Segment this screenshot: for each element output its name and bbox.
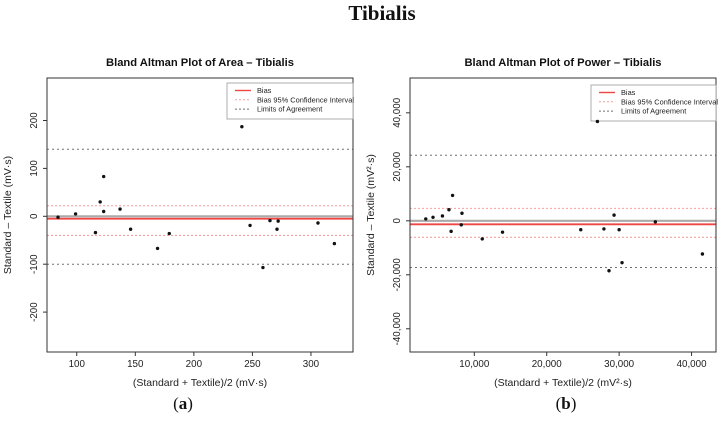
data-point xyxy=(431,215,435,219)
data-point xyxy=(480,237,484,241)
data-point xyxy=(128,227,133,231)
y-tick-label: 0 xyxy=(392,218,403,224)
data-point xyxy=(602,227,606,231)
y-tick-label: 200 xyxy=(29,112,40,129)
data-point xyxy=(449,229,453,234)
data-point xyxy=(93,230,98,235)
legend-label: Bias xyxy=(257,86,272,95)
x-tick-label: 100 xyxy=(69,359,86,370)
data-point xyxy=(607,269,611,273)
plot-border xyxy=(46,77,354,353)
data-point xyxy=(332,241,337,246)
data-point xyxy=(316,221,320,225)
caption-paren: ) xyxy=(570,394,577,413)
data-point xyxy=(440,214,445,218)
data-point xyxy=(276,219,280,223)
data-point xyxy=(459,223,463,227)
legend-box xyxy=(590,84,717,122)
y-axis-label: Standard – Textile (mV·s) xyxy=(2,156,14,274)
caption-paren: ) xyxy=(187,394,193,413)
legend-label: Bias xyxy=(621,88,636,97)
bland-altman-panel-b: Bland Altman Plot of Power – Tibialis 10,… xyxy=(365,57,718,389)
data-point xyxy=(447,208,451,212)
data-point xyxy=(617,228,621,232)
data-point xyxy=(101,209,106,214)
x-tick-label: 10,000 xyxy=(459,359,490,370)
caption-paren: ( xyxy=(555,394,562,413)
y-tick-label: -200 xyxy=(29,302,40,322)
data-point xyxy=(56,215,60,219)
caption-paren: ( xyxy=(173,394,179,413)
y-axis-label: Standard – Textile (mV²·s) xyxy=(365,154,377,276)
data-point xyxy=(240,125,244,129)
x-tick-label: 30,000 xyxy=(604,359,635,370)
legend-label: Bias 95% Confidence Interval xyxy=(621,97,718,106)
y-tick-label: -40,000 xyxy=(392,312,403,346)
data-point xyxy=(268,218,272,223)
data-point xyxy=(155,246,160,251)
data-point xyxy=(620,260,624,265)
bland-altman-panel-a: Bland Altman Plot of Area – Tibialis 100 1… xyxy=(2,57,354,389)
subfigure-caption-b: (b) xyxy=(556,394,577,414)
plot-border xyxy=(409,77,717,353)
data-point xyxy=(261,265,265,270)
data-point xyxy=(460,211,464,215)
data-point xyxy=(579,228,583,232)
data-point xyxy=(73,212,78,216)
y-tick-label: -100 xyxy=(29,254,40,274)
data-point xyxy=(248,223,252,228)
plot-title: Bland Altman Plot of Area – Tibialis xyxy=(106,57,294,69)
x-axis-label: (Standard + Textile)/2 (mV²·s) xyxy=(494,377,632,389)
x-tick-label: 150 xyxy=(127,359,144,370)
x-tick-label: 250 xyxy=(244,359,261,370)
legend-label: Limits of Agreement xyxy=(257,105,322,114)
x-tick-label: 40,000 xyxy=(677,359,708,370)
y-tick-label: 20,000 xyxy=(392,151,403,182)
data-point xyxy=(98,200,102,204)
y-tick-label: 100 xyxy=(29,160,40,177)
data-point xyxy=(612,213,616,217)
x-tick-label: 20,000 xyxy=(532,359,563,370)
y-tick-label: 0 xyxy=(29,213,40,219)
data-point xyxy=(595,119,600,124)
y-tick-label: -20,000 xyxy=(392,258,403,292)
legend-box xyxy=(226,82,354,120)
y-tick-label: 40,000 xyxy=(392,97,403,128)
x-axis-label: (Standard + Textile)/2 (mV·s) xyxy=(133,377,267,389)
data-point xyxy=(450,193,455,198)
figure-title: Tibialis xyxy=(348,1,416,25)
caption-letter: b xyxy=(561,394,571,413)
caption-letter: a xyxy=(178,394,188,413)
legend-label: Bias 95% Confidence Interval xyxy=(257,95,354,104)
data-point xyxy=(101,174,106,179)
legend-label: Limits of Agreement xyxy=(621,107,686,116)
x-tick-label: 200 xyxy=(186,359,203,370)
subfigure-caption-a: (a) xyxy=(173,394,193,414)
data-point xyxy=(500,230,505,234)
data-point xyxy=(167,231,171,236)
x-tick-label: 300 xyxy=(303,359,320,370)
data-point xyxy=(275,227,279,231)
data-point xyxy=(118,207,122,211)
data-point xyxy=(424,217,428,221)
data-point xyxy=(700,252,705,256)
plot-title: Bland Altman Plot of Power – Tibialis xyxy=(464,57,661,69)
data-point xyxy=(653,220,658,224)
